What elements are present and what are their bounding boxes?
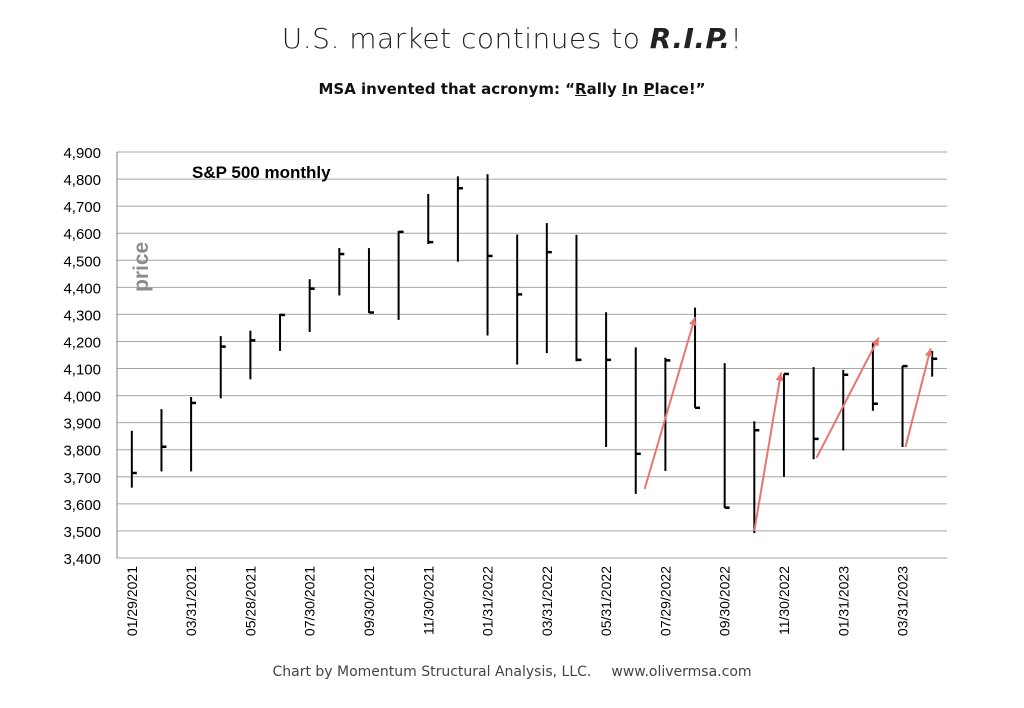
ohlc-chart: 3,400 3,500 3,600 3,700 3,800 3,900 4,000 4,100… bbox=[63, 145, 947, 636]
rally-arrowhead bbox=[871, 337, 879, 347]
x-tick-label: 09/30/2021 bbox=[361, 566, 377, 636]
x-axis-ticks: 01/29/2021 03/31/2021 05/28/2021 07/30/2021… bbox=[124, 566, 911, 636]
y-tick-label: 4,700 bbox=[63, 199, 101, 216]
y-tick-label: 4,800 bbox=[63, 172, 101, 189]
footer: Chart by Momentum Structural Analysis, L… bbox=[0, 664, 1024, 680]
y-axis-ticks: 3,400 3,500 3,600 3,700 3,800 3,900 4,000 4,100… bbox=[63, 145, 101, 568]
y-tick-label: 4,000 bbox=[63, 389, 101, 406]
inner-chart-title: S&P 500 monthly bbox=[192, 163, 331, 182]
y-tick-label: 4,300 bbox=[63, 307, 101, 324]
rally-arrow bbox=[753, 372, 782, 532]
chart-subtitle: MSA invented that acronym: “Rally In Pla… bbox=[318, 80, 706, 98]
x-tick-label: 07/30/2021 bbox=[302, 566, 318, 636]
footer-url: www.olivermsa.com bbox=[611, 664, 752, 680]
y-tick-label: 4,900 bbox=[63, 145, 101, 162]
rally-arrowhead bbox=[775, 372, 784, 382]
y-tick-label: 4,400 bbox=[63, 280, 101, 297]
x-tick-label: 03/31/2021 bbox=[183, 566, 199, 636]
grid-lines bbox=[116, 151, 947, 559]
x-tick-label: 01/31/2022 bbox=[480, 566, 496, 636]
rally-arrow bbox=[904, 347, 932, 448]
x-tick-label: 03/31/2022 bbox=[539, 566, 555, 636]
y-tick-label: 4,200 bbox=[63, 334, 101, 351]
rally-arrowhead bbox=[924, 348, 933, 358]
y-tick-label: 3,400 bbox=[63, 551, 101, 568]
ohlc-bars bbox=[130, 174, 938, 534]
x-tick-label: 05/28/2021 bbox=[242, 566, 258, 636]
x-tick-label: 09/30/2022 bbox=[717, 566, 733, 636]
x-tick-label: 05/31/2022 bbox=[598, 566, 614, 636]
y-tick-label: 4,600 bbox=[63, 226, 101, 243]
y-tick-label: 3,700 bbox=[63, 470, 101, 487]
y-tick-label: 3,900 bbox=[63, 416, 101, 433]
x-tick-label: 11/30/2022 bbox=[776, 566, 792, 635]
y-axis-label: price bbox=[130, 242, 153, 292]
y-tick-label: 4,500 bbox=[63, 253, 101, 270]
x-tick-label: 01/31/2023 bbox=[835, 566, 851, 636]
x-tick-label: 01/29/2021 bbox=[124, 566, 140, 636]
footer-credit: Chart by Momentum Structural Analysis, L… bbox=[272, 664, 592, 680]
y-tick-label: 3,800 bbox=[63, 443, 101, 460]
y-tick-label: 3,600 bbox=[63, 497, 101, 514]
rally-arrow bbox=[643, 316, 696, 490]
y-tick-label: 4,100 bbox=[63, 362, 101, 379]
x-tick-label: 07/29/2022 bbox=[657, 566, 673, 636]
y-tick-label: 3,500 bbox=[63, 524, 101, 541]
rally-arrows bbox=[643, 316, 933, 532]
rally-arrowhead bbox=[688, 317, 697, 326]
rally-arrow bbox=[815, 336, 880, 459]
x-tick-label: 11/30/2021 bbox=[420, 566, 436, 635]
chart-title: U.S. market continues to R.I.P.! bbox=[281, 22, 743, 55]
x-tick-label: 03/31/2023 bbox=[895, 566, 911, 636]
